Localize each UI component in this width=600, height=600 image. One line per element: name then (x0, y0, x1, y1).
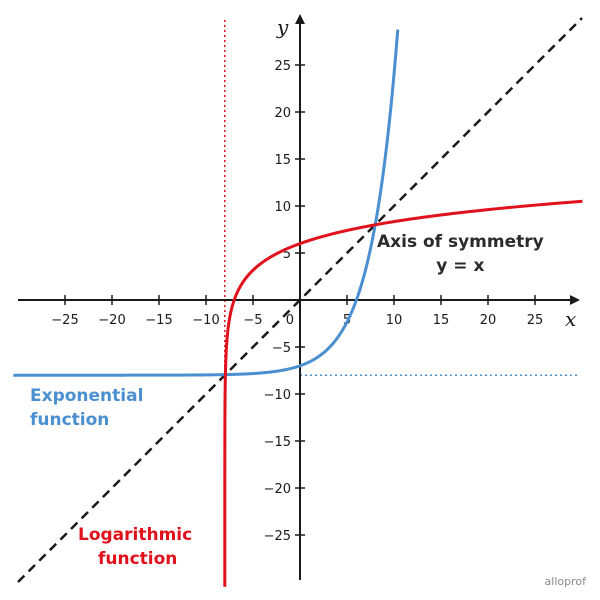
x-tick-label: −10 (192, 313, 219, 328)
y-tick-label: 10 (274, 200, 291, 215)
x-tick-label: −5 (243, 313, 262, 328)
exponential-label-line-2: function (30, 410, 110, 430)
symmetry-label-line-1: Axis of symmetry (377, 232, 544, 252)
y-tick-label: 5 (283, 247, 291, 262)
axes: x y (18, 14, 580, 580)
exponential-curve (13, 29, 400, 377)
y-axis-arrow-icon (295, 14, 305, 24)
exponential-label-line-1: Exponential (30, 386, 144, 406)
y-tick-label: −15 (264, 435, 291, 450)
y-tick-label: −10 (264, 388, 291, 403)
logarithmic-label-line-1: Logarithmic (78, 525, 193, 545)
x-tick-label: 15 (433, 313, 450, 328)
series (13, 17, 583, 587)
logarithmic-label-line-2: function (98, 549, 178, 569)
y-tick-label: 20 (274, 106, 291, 121)
x-tick-label: 25 (527, 313, 544, 328)
origin-label: 0 (286, 313, 294, 328)
y-tick-label: −5 (272, 341, 291, 356)
y-axis-label: y (276, 15, 289, 39)
exponential-function-label: Exponential function (30, 384, 143, 432)
x-axis-arrow-icon (570, 295, 580, 305)
symmetry-label-line-2: y = x (436, 256, 485, 276)
ticks: −25 −20 −15 −10 −5 5 10 15 20 250−25−20−15−10−551… (51, 59, 543, 544)
x-tick-label: −20 (98, 313, 125, 328)
x-tick-label: −15 (145, 313, 172, 328)
y-tick-label: −20 (264, 482, 291, 497)
y-tick-label: 15 (274, 153, 291, 168)
y-tick-label: −25 (264, 529, 291, 544)
x-tick-label: 10 (386, 313, 403, 328)
x-axis-label: x (565, 307, 576, 331)
logarithmic-curve (223, 199, 583, 587)
axis-of-symmetry-line (17, 17, 583, 583)
x-tick-label: 20 (480, 313, 497, 328)
logarithmic-function-label: Logarithmic function (78, 523, 192, 571)
y-tick-label: 25 (274, 59, 291, 74)
watermark-logo: alloprof (544, 575, 586, 588)
axis-of-symmetry-label: Axis of symmetry y = x (377, 230, 544, 278)
x-tick-label: −25 (51, 313, 78, 328)
